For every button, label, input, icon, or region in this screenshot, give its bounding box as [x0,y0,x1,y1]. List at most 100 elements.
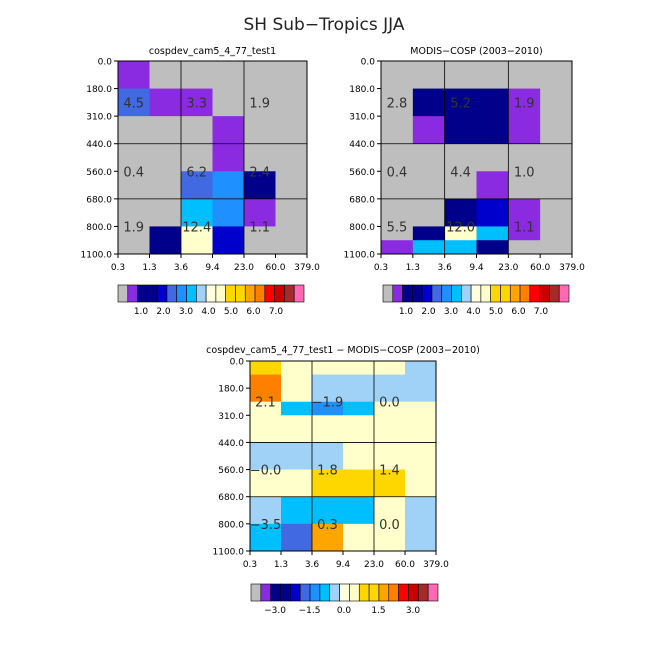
colorbar-swatch [358,583,370,602]
heatmap-cell [281,361,313,376]
colorbar-swatch [431,284,443,303]
colorbar-label: 5.0 [224,307,239,317]
heatmap-cell [343,442,375,471]
data-label: 0.4 [387,165,408,180]
colorbar-label: −3.0 [264,606,286,616]
x-tick-label: 0.3 [374,263,388,273]
heatmap-cell [250,442,282,471]
heatmap-cell [181,226,213,255]
heatmap-cell [508,116,541,145]
colorbar-swatch [549,284,560,303]
heatmap-cell [212,116,245,145]
heatmap-cell [476,226,509,241]
y-tick-label: 1100.0 [213,548,245,558]
colorbar-swatch [244,284,256,303]
heatmap-cell [118,198,150,227]
colorbar-swatch [309,583,321,602]
data-label: −1.9 [312,396,344,411]
data-label: 5.5 [387,220,408,235]
x-tick-label: 3.6 [174,263,189,273]
colorbar-swatch [254,284,266,303]
heatmap-cell [412,88,446,117]
x-tick-label: 23.0 [498,263,518,273]
heatmap-cell [312,361,344,376]
y-tick-label: 560.0 [218,466,244,476]
colorbar-label: 2.0 [156,307,171,317]
x-tick-label: 379.0 [423,560,449,570]
colorbar-swatch [402,284,413,303]
heatmap-cell [149,171,182,200]
heatmap-cell [312,401,344,416]
heatmap-cell [275,171,308,200]
heatmap-cell [212,61,245,90]
heatmap-cell [476,198,509,227]
colorbar-swatch [509,284,521,303]
x-tick-label: 1.3 [406,263,420,273]
colorbar-swatch [539,284,550,303]
heatmap-cell [149,198,182,227]
heatmap-cell [405,374,437,403]
heatmap-cell [244,116,276,145]
heatmap-cell [405,469,437,498]
heatmap-cell [118,88,150,117]
heatmap-cell [508,61,541,90]
x-tick-label: 60.0 [265,263,285,273]
colorbar-label: 0.0 [337,606,352,616]
colorbar-swatch [319,583,331,602]
y-tick-label: 1100.0 [81,251,113,261]
heatmap-cell [412,226,446,241]
heatmap-cell [212,143,245,172]
heatmap-cell [412,171,446,200]
panel-3: cospdev_cam5_4_77_test1 − MODIS−COSP (20… [206,345,480,616]
heatmap-cell [118,61,150,90]
colorbar-swatch [519,284,531,303]
x-tick-label: 3.6 [305,560,320,570]
data-label: 0.3 [317,518,338,533]
heatmap-cell [281,496,313,525]
colorbar-swatch [408,583,419,602]
colorbar-swatch [529,284,540,303]
data-label: 2.8 [387,96,408,111]
colorbar-swatch [418,583,429,602]
heatmap-cell [250,415,282,443]
colorbar-swatch [137,284,148,303]
heatmap-cell [540,198,573,227]
colorbar-swatch [421,284,433,303]
heatmap-cell [181,88,213,117]
y-tick-label: 440.0 [218,439,244,449]
colorbar-label: 6.0 [511,307,526,317]
heatmap-cell [412,143,446,172]
colorbar-swatch [127,284,138,303]
colorbar-label: 1.5 [371,606,385,616]
panel-title: MODIS−COSP (2003−2010) [410,46,542,57]
heatmap-cell [275,116,308,145]
colorbar-swatch [260,583,271,602]
heatmap-cell [381,198,414,227]
heatmap-cell [181,198,213,227]
colorbar-label: −1.5 [299,606,321,616]
colorbar-swatch [274,284,285,303]
heatmap-cell [250,401,282,416]
colorbar-swatch [284,284,295,303]
panel-1: cospdev_cam5_4_77_test1 0.0 180.0 310.0 440.… [81,46,321,317]
colorbar-label: 4.0 [466,307,481,317]
y-tick-label: 440.0 [349,140,375,150]
heatmap-cell [508,240,541,255]
heatmap-cell [275,226,308,255]
heatmap-cell [508,143,541,172]
x-tick-label: 23.0 [364,560,384,570]
heatmap-cell [444,226,477,241]
heatmap-cell [374,415,406,443]
heatmap-cell [181,143,213,172]
colorbar-swatch [225,284,236,303]
heatmap-cell [381,143,414,172]
panel-2: MODIS−COSP (2003−2010) 0.0 180.0 310.0 440.0… [344,46,586,317]
heatmap-cell [343,469,375,498]
x-tick-label: 1.3 [142,263,156,273]
heatmap-cell [312,496,344,525]
heatmap-cell [381,240,414,255]
x-tick-label: 379.0 [559,263,585,273]
data-label: 1.1 [514,220,535,235]
colorbar-swatch [290,583,301,602]
colorbar-swatch [205,284,217,303]
